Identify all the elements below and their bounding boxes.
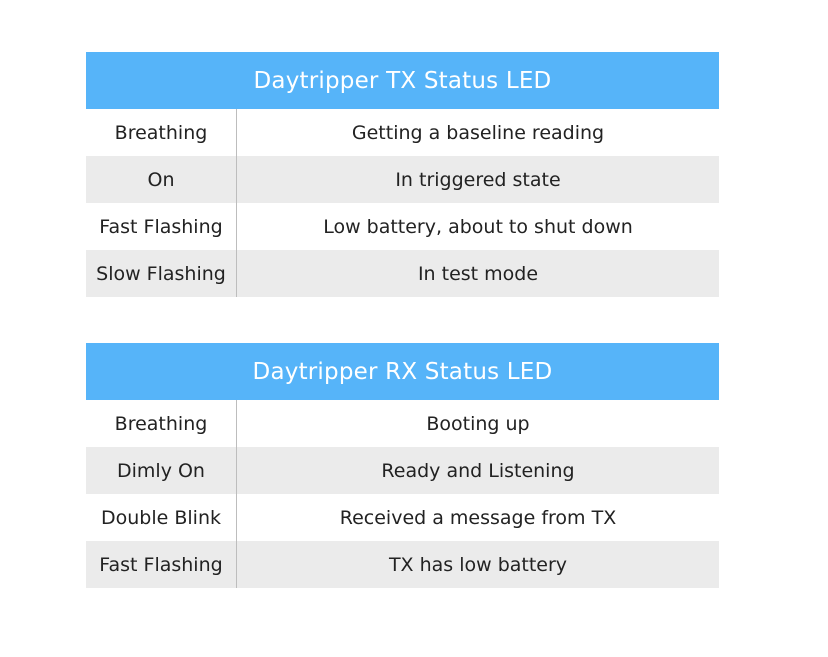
tx-status-led-table: Daytripper TX Status LED Breathing Getti… (86, 52, 719, 297)
rx-table-title: Daytripper RX Status LED (86, 343, 719, 400)
table-row: Fast Flashing TX has low battery (86, 541, 719, 588)
led-meaning-cell: Booting up (426, 412, 530, 435)
table-row: Slow Flashing In test mode (86, 250, 719, 297)
led-state-cell: Double Blink (86, 494, 237, 541)
table-row: Fast Flashing Low battery, about to shut… (86, 203, 719, 250)
led-state-cell: Breathing (86, 400, 237, 447)
tx-table-title: Daytripper TX Status LED (86, 52, 719, 109)
led-meaning-cell: In triggered state (395, 168, 561, 191)
led-state-cell: On (86, 156, 237, 203)
led-meaning-cell: TX has low battery (388, 553, 568, 576)
led-meaning-cell: Ready and Listening (381, 459, 575, 482)
led-state-cell: Breathing (86, 109, 237, 156)
led-meaning-cell: Getting a baseline reading (351, 121, 605, 144)
led-state-cell: Fast Flashing (86, 203, 237, 250)
table-row: Breathing Getting a baseline reading (86, 109, 719, 156)
table-row: Dimly On Ready and Listening (86, 447, 719, 494)
rx-status-led-table: Daytripper RX Status LED Breathing Booti… (86, 343, 719, 588)
led-meaning-cell: In test mode (417, 262, 539, 285)
led-meaning-cell: Low battery, about to shut down (323, 215, 633, 238)
led-state-cell: Fast Flashing (86, 541, 237, 588)
led-state-cell: Slow Flashing (86, 250, 237, 297)
led-meaning-cell: Received a message from TX (339, 506, 617, 529)
led-state-cell: Dimly On (86, 447, 237, 494)
table-row: Double Blink Received a message from TX (86, 494, 719, 541)
table-row: On In triggered state (86, 156, 719, 203)
table-row: Breathing Booting up (86, 400, 719, 447)
